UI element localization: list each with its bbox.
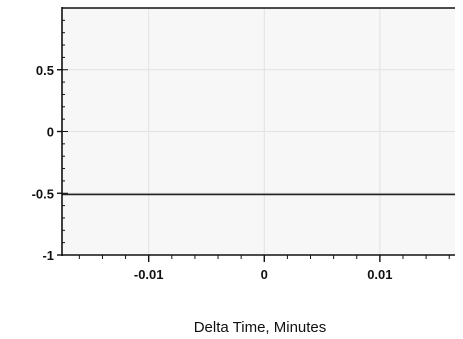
x-tick-label: 0 [261, 267, 268, 282]
y-tick-label: 0.5 [36, 63, 54, 78]
x-axis-title: Delta Time, Minutes [194, 319, 327, 336]
y-tick-label: -0.5 [32, 186, 54, 201]
y-tick-label: -1 [42, 248, 54, 263]
x-tick-label: -0.01 [134, 267, 164, 282]
y-tick-label: 0 [47, 125, 54, 140]
x-tick-label: 0.01 [367, 267, 392, 282]
tick-labels: 0.5 0 -0.5 -1 -0.01 0 0.01 [32, 63, 393, 282]
x-axis [62, 7, 455, 262]
